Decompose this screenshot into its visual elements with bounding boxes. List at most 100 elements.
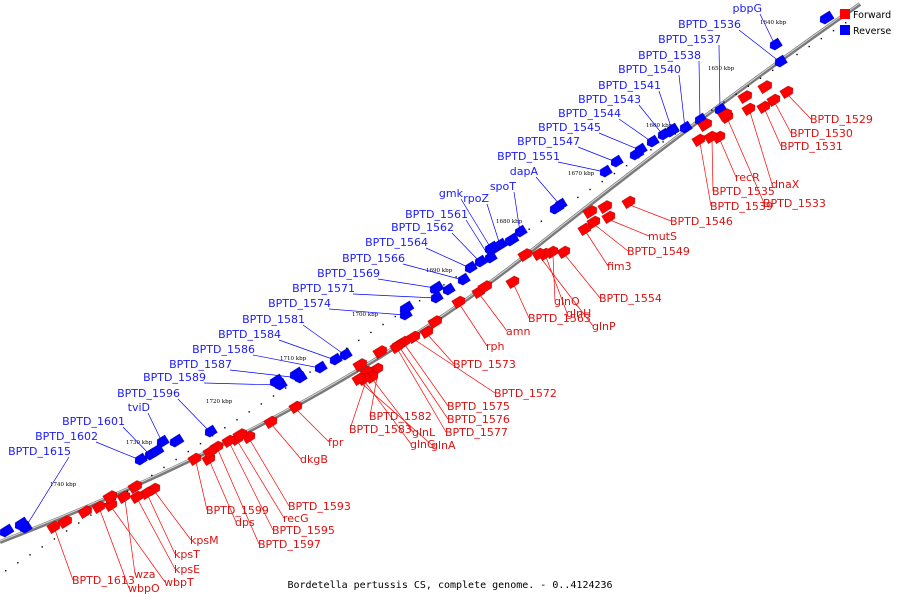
ruler-dot <box>382 323 384 326</box>
leader-line <box>302 324 346 356</box>
reverse-gene-label[interactable]: BPTD_1615 <box>8 445 71 458</box>
forward-gene-label[interactable]: BPTD_1535 <box>712 185 775 198</box>
forward-gene-label[interactable]: dnaX <box>771 178 800 191</box>
reverse-gene-label[interactable]: BPTD_1596 <box>117 387 180 400</box>
gene-arrow <box>597 200 613 215</box>
forward-gene-label[interactable]: dps <box>235 516 255 529</box>
ruler-dot <box>832 29 835 32</box>
leader-line <box>111 507 166 583</box>
reverse-gene-label[interactable]: BPTD_1602 <box>35 430 98 443</box>
forward-gene-label[interactable]: recG <box>283 512 309 525</box>
forward-gene-label[interactable]: recR <box>735 171 760 184</box>
gene-arrow <box>451 295 466 310</box>
gene-feature <box>57 515 73 530</box>
reverse-gene-label[interactable]: BPTD_1571 <box>292 282 355 295</box>
reverse-gene-label[interactable]: BPTD_1561 <box>405 208 468 221</box>
reverse-gene-label[interactable]: rpoZ <box>463 192 489 205</box>
reverse-gene-label[interactable]: BPTD_1538 <box>638 49 701 62</box>
reverse-gene-label[interactable]: BPTD_1569 <box>317 267 380 280</box>
forward-gene-label[interactable]: fim3 <box>607 260 632 273</box>
leader-line <box>147 412 163 443</box>
reverse-gene-label[interactable]: BPTD_1574 <box>268 297 331 310</box>
reverse-gene-label[interactable]: BPTD_1566 <box>342 252 405 265</box>
forward-gene-label[interactable]: BPTD_1573 <box>453 358 516 371</box>
gene-arrow <box>102 490 118 505</box>
forward-gene-label[interactable]: wbpT <box>164 576 194 589</box>
forward-gene-label[interactable]: BPTD_1575 <box>447 400 510 413</box>
leader-line <box>459 304 488 347</box>
forward-gene-label[interactable]: glnQ <box>554 295 580 308</box>
reverse-gene-label[interactable]: BPTD_1547 <box>517 135 580 148</box>
forward-gene-label[interactable]: BPTD_1593 <box>288 500 351 513</box>
forward-gene-label[interactable]: glnG <box>410 438 436 451</box>
leader-line <box>749 111 773 185</box>
ruler-dot <box>17 562 19 564</box>
gene-arrow <box>263 415 278 430</box>
forward-gene-label[interactable]: BPTD_1533 <box>763 197 826 210</box>
forward-gene-label[interactable]: amn <box>506 325 530 338</box>
forward-gene-label[interactable]: BPTD_1582 <box>369 410 432 423</box>
reverse-gene-label[interactable]: BPTD_1601 <box>62 415 125 428</box>
forward-gene-label[interactable]: BPTD_1554 <box>599 292 662 305</box>
gene-feature <box>646 134 660 148</box>
forward-gene-label[interactable]: BPTD_1530 <box>790 127 853 140</box>
forward-gene-label[interactable]: rph <box>486 340 505 353</box>
forward-gene-label[interactable]: fpr <box>328 436 344 449</box>
leader-line <box>486 203 501 246</box>
forward-gene-label[interactable]: BPTD_1563 <box>528 312 591 325</box>
forward-gene-label[interactable]: BPTD_1529 <box>810 113 873 126</box>
gene-arrow <box>556 245 571 260</box>
reverse-gene-label[interactable]: BPTD_1584 <box>218 328 281 341</box>
reverse-gene-label[interactable]: BPTD_1536 <box>678 18 741 31</box>
reverse-gene-label[interactable]: BPTD_1543 <box>578 93 641 106</box>
forward-gene-label[interactable]: kpsT <box>174 548 200 561</box>
reverse-gene-label[interactable]: BPTD_1551 <box>497 150 560 163</box>
reverse-gene-label[interactable]: BPTD_1564 <box>365 236 428 249</box>
reverse-gene-label[interactable]: gmk <box>439 187 464 200</box>
forward-gene-label[interactable]: glnP <box>592 320 616 333</box>
reverse-gene-label[interactable]: BPTD_1540 <box>618 63 681 76</box>
forward-gene-label[interactable]: BPTD_1549 <box>627 245 690 258</box>
forward-gene-label[interactable]: BPTD_1613 <box>72 574 135 587</box>
ruler-dot <box>285 387 287 389</box>
reverse-gene-label[interactable]: BPTD_1537 <box>658 33 721 46</box>
forward-gene-label[interactable]: BPTD_1583 <box>349 423 412 436</box>
forward-gene-label[interactable]: BPTD_1572 <box>494 387 557 400</box>
forward-gene-label[interactable]: kpsM <box>190 534 219 547</box>
reverse-gene-label[interactable]: BPTD_1562 <box>391 221 454 234</box>
reverse-gene-label[interactable]: spoT <box>490 180 516 193</box>
kbp-tick-label: 1670 kbp <box>568 171 595 177</box>
gene-feature <box>169 433 185 448</box>
forward-gene-label[interactable]: wza <box>134 568 156 581</box>
reverse-gene-label[interactable]: pbpG <box>733 2 762 15</box>
forward-gene-label[interactable]: BPTD_1599 <box>206 504 269 517</box>
forward-gene-label[interactable]: dkgB <box>300 453 328 466</box>
reverse-gene-label[interactable]: BPTD_1589 <box>143 371 206 384</box>
leader-line <box>719 139 737 178</box>
reverse-gene-label[interactable]: BPTD_1544 <box>558 107 621 120</box>
forward-gene-label[interactable]: BPTD_1576 <box>447 413 510 426</box>
gene-arrow <box>204 424 218 438</box>
forward-gene-label[interactable]: BPTD_1546 <box>670 215 733 228</box>
ruler-dot <box>175 458 177 461</box>
reverse-gene-label[interactable]: BPTD_1541 <box>598 79 661 92</box>
reverse-gene-label[interactable]: BPTD_1581 <box>242 313 305 326</box>
reverse-gene-label[interactable]: BPTD_1587 <box>169 358 232 371</box>
reverse-gene-label[interactable]: BPTD_1586 <box>192 343 255 356</box>
forward-gene-label[interactable]: BPTD_1577 <box>445 426 508 439</box>
forward-gene-label[interactable]: glnH <box>566 307 591 320</box>
forward-gene-label[interactable]: BPTD_1597 <box>258 538 321 551</box>
forward-gene-label[interactable]: BPTD_1531 <box>780 140 843 153</box>
reverse-gene-label[interactable]: tviD <box>128 401 150 414</box>
forward-gene-label[interactable]: glnL <box>412 426 436 439</box>
forward-gene-label[interactable]: wbpO <box>128 582 160 595</box>
reverse-gene-label[interactable]: dapA <box>510 165 539 178</box>
forward-gene-label[interactable]: mutS <box>648 230 677 243</box>
reverse-gene-label[interactable]: BPTD_1545 <box>538 121 601 134</box>
leader-line <box>629 204 672 222</box>
forward-gene-label[interactable]: glnA <box>431 439 456 452</box>
forward-gene-label[interactable]: BPTD_1595 <box>272 524 335 537</box>
forward-gene-label[interactable]: BPTD_1539 <box>710 200 773 213</box>
forward-gene-label[interactable]: kpsE <box>174 563 200 576</box>
gene-feature <box>263 415 278 430</box>
